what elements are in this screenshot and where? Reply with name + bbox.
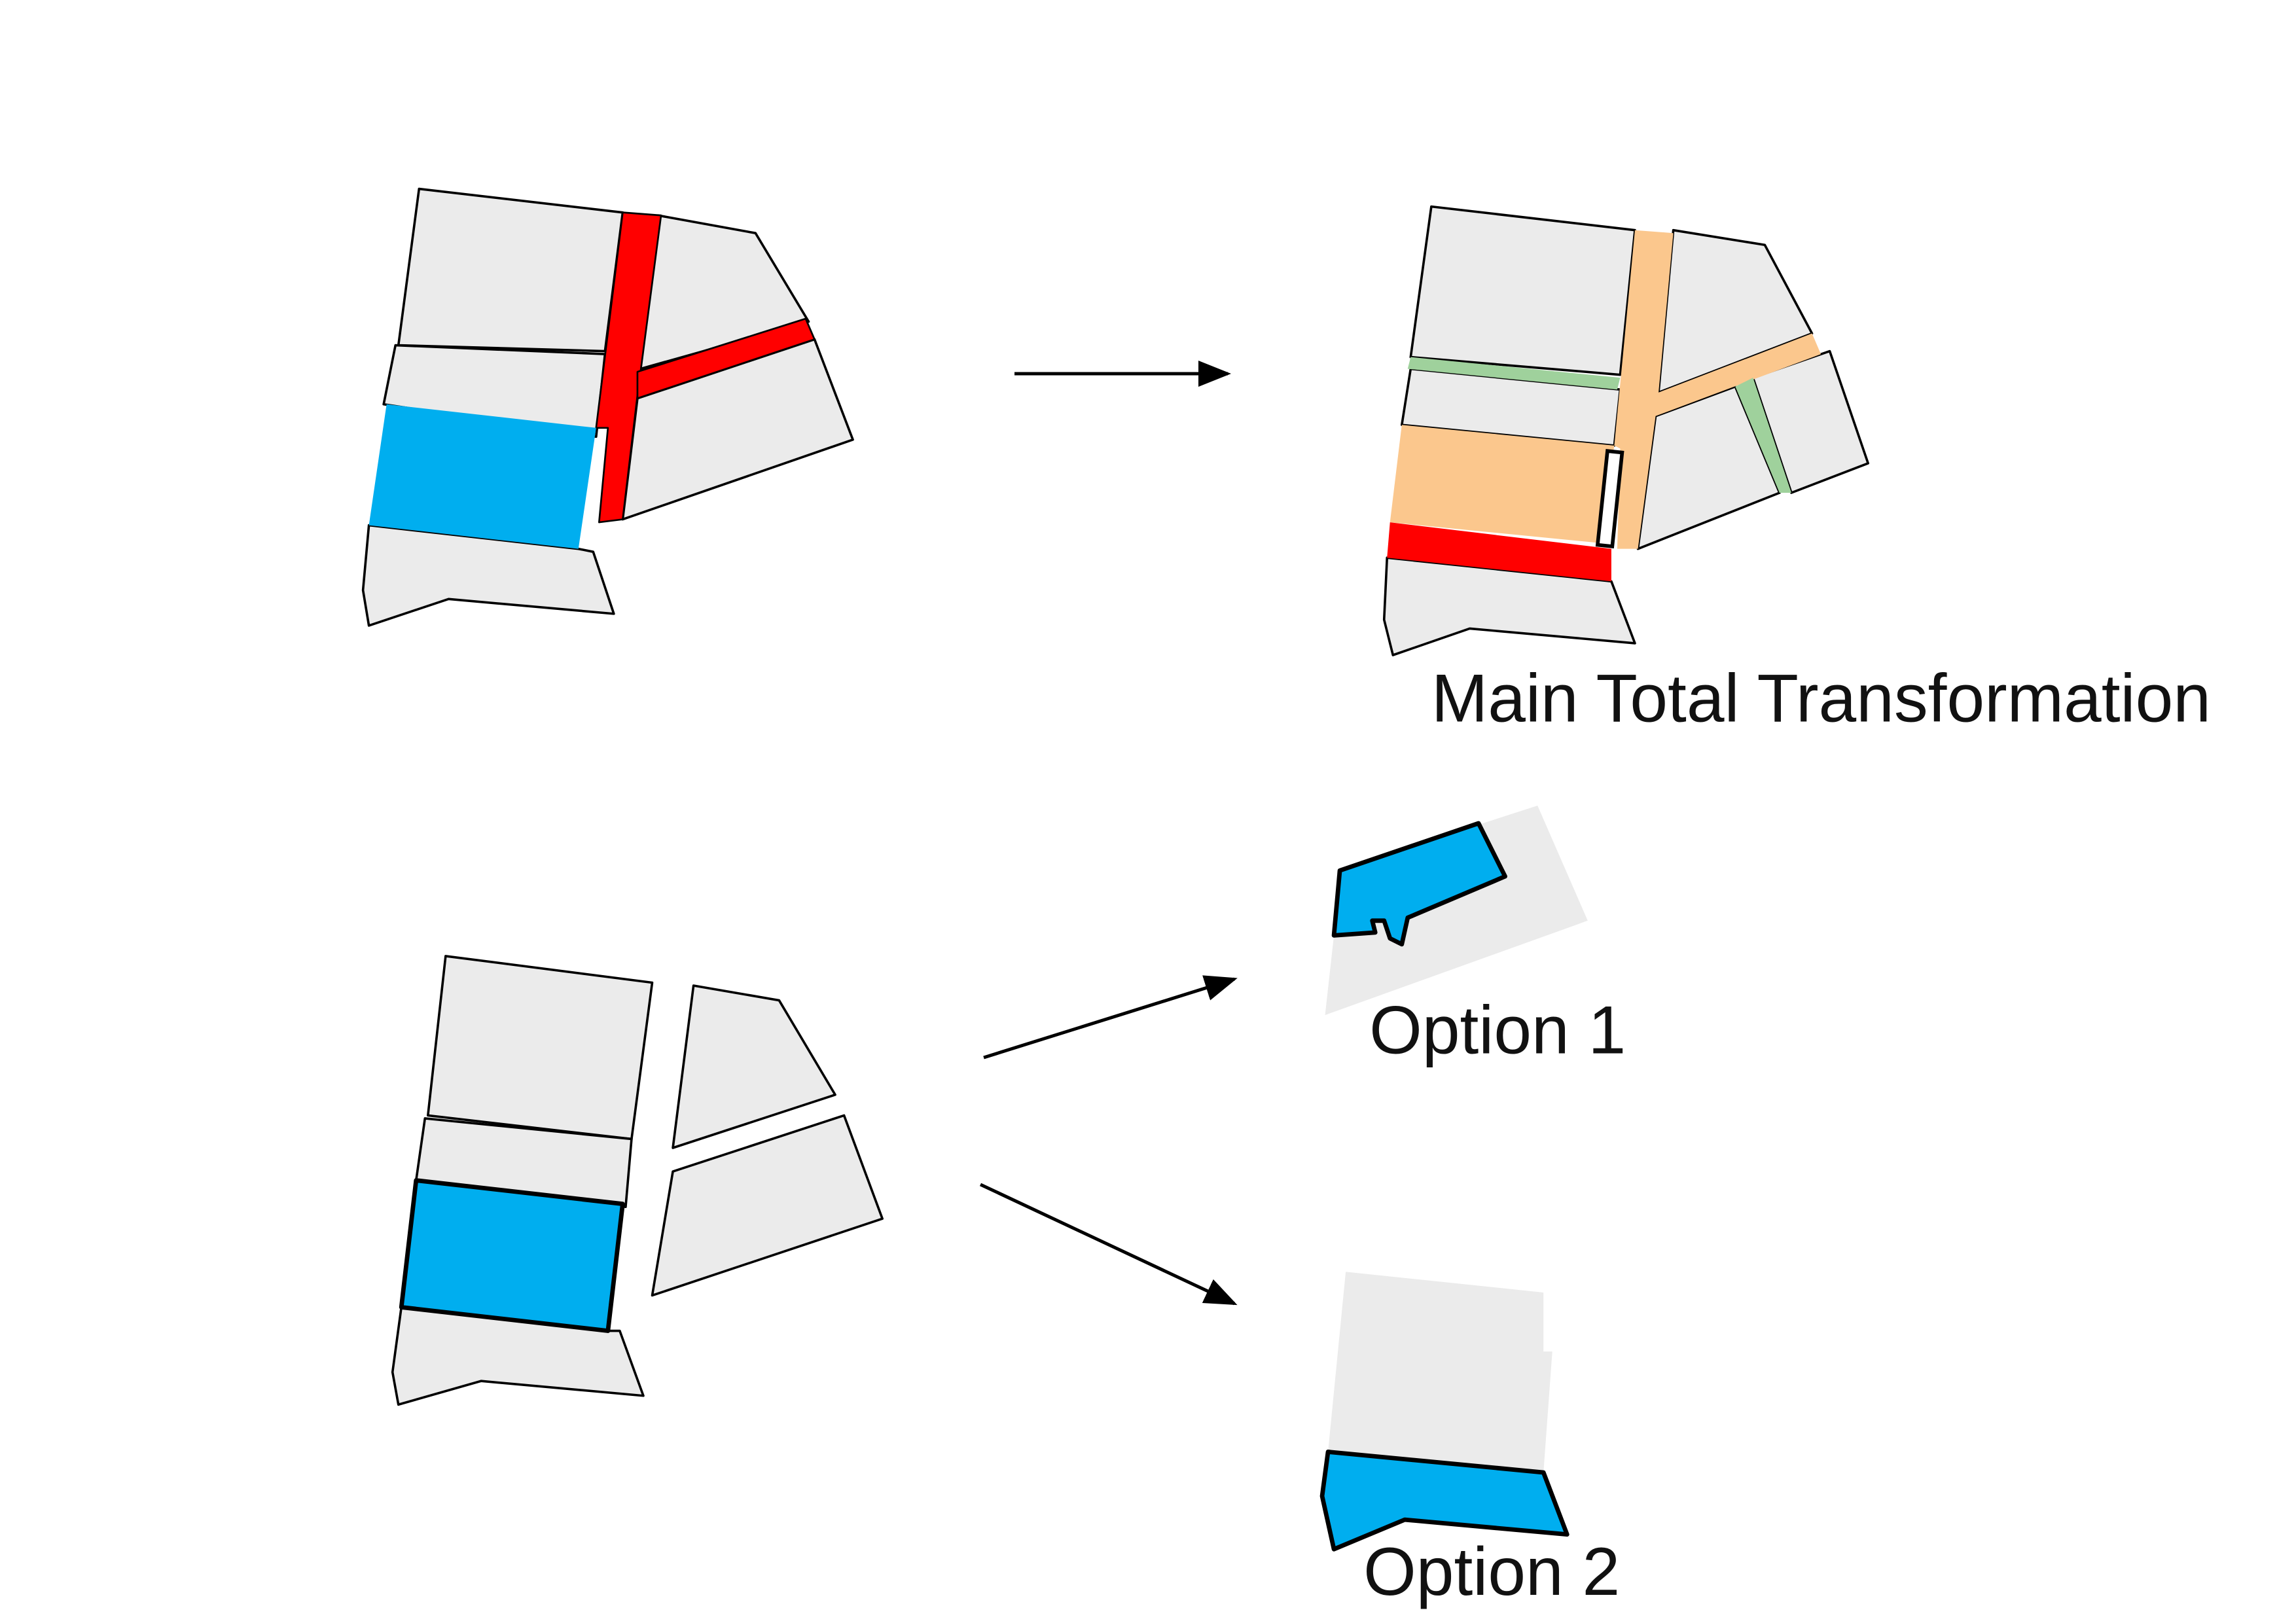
small-building <box>1595 448 1624 549</box>
block-north-west <box>1409 205 1636 376</box>
green-path-west <box>1407 357 1621 390</box>
selected-parcel <box>368 404 596 549</box>
block-option-2 <box>1328 1272 1552 1472</box>
selected-building-option-1 <box>1331 821 1507 947</box>
block-south-east <box>651 1114 884 1297</box>
orange-corridor <box>1614 230 1821 549</box>
block-north-east <box>672 984 836 1149</box>
caption-main-transformation: Main Total Transformation <box>1431 660 2211 736</box>
option-1-plan: Option 1 <box>1325 805 1626 1068</box>
orange-parcel <box>1390 425 1615 543</box>
block-west-middle <box>382 344 607 438</box>
road-south <box>1387 522 1611 582</box>
selected-parcel <box>399 1178 625 1333</box>
green-path-east <box>1735 378 1791 493</box>
arrow-right-icon <box>983 975 1238 1060</box>
arrow-right-icon <box>979 1183 1238 1306</box>
road-north-south <box>595 211 662 524</box>
road-east-branch <box>636 317 816 400</box>
option-2-plan: Option 2 <box>1319 1272 1620 1609</box>
caption-option-2: Option 2 <box>1363 1533 1620 1609</box>
site-plan-transformed: Main Total Transformation <box>1382 205 2211 736</box>
selected-building-option-2 <box>1319 1450 1570 1552</box>
block-north-west <box>427 955 654 1141</box>
caption-option-1: Option 1 <box>1369 992 1626 1068</box>
block-south-west <box>361 524 615 627</box>
site-plan-original <box>361 187 854 627</box>
site-plan-options-base <box>391 955 884 1406</box>
block-north-west <box>397 187 624 353</box>
